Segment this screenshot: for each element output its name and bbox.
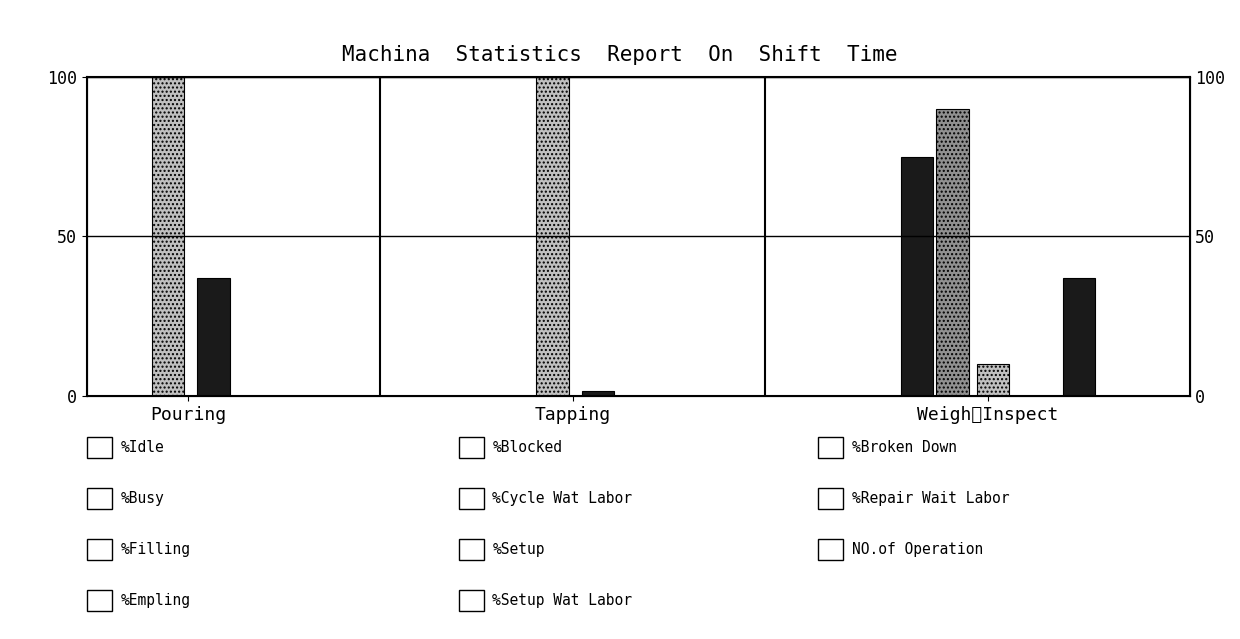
Text: %Setup: %Setup [492, 542, 544, 557]
Text: %Setup Wat Labor: %Setup Wat Labor [492, 593, 632, 608]
Bar [977, 364, 1009, 396]
Bar [900, 157, 934, 396]
Text: %Filling: %Filling [120, 542, 190, 557]
Text: %Idle: %Idle [120, 440, 164, 455]
Bar [151, 77, 184, 396]
Text: %Broken Down: %Broken Down [852, 440, 957, 455]
Bar [936, 109, 968, 396]
Text: %Blocked: %Blocked [492, 440, 562, 455]
Bar [537, 77, 569, 396]
Text: %Busy: %Busy [120, 491, 164, 506]
Text: %Repair Wait Labor: %Repair Wait Labor [852, 491, 1009, 506]
Text: %Empling: %Empling [120, 593, 190, 608]
Text: %Cycle Wat Labor: %Cycle Wat Labor [492, 491, 632, 506]
Bar [582, 391, 614, 396]
Text: Machina  Statistics  Report  On  Shift  Time: Machina Statistics Report On Shift Time [342, 45, 898, 65]
Bar [197, 278, 229, 396]
Bar [1063, 278, 1095, 396]
Text: NO.of Operation: NO.of Operation [852, 542, 983, 557]
